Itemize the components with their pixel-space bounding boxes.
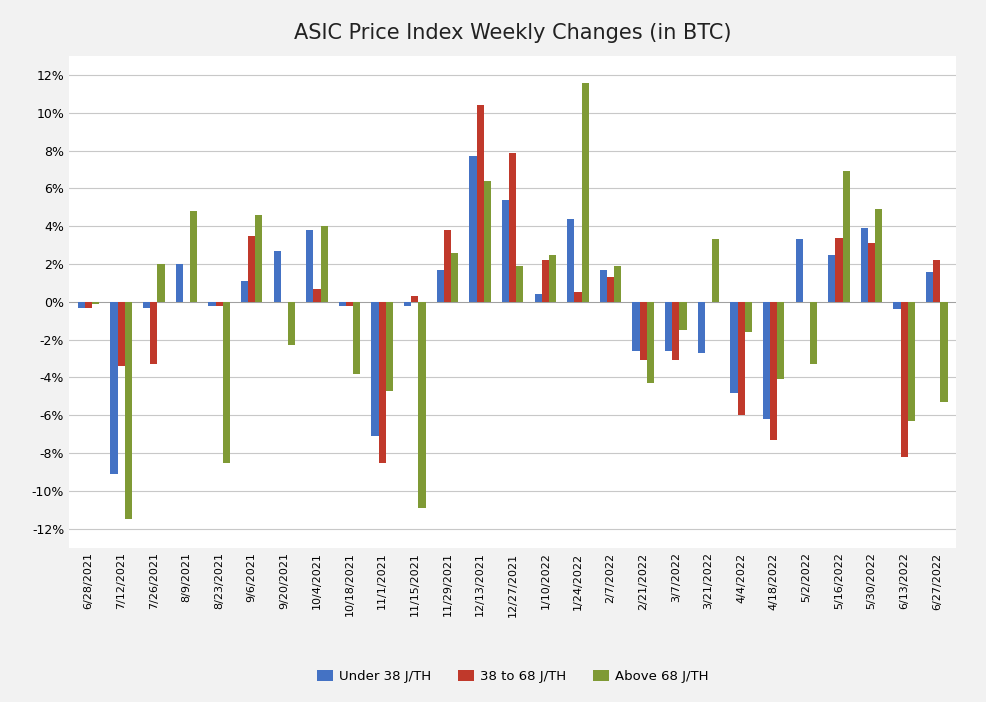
Bar <box>346 302 353 305</box>
Bar <box>379 302 386 463</box>
Bar <box>843 171 850 302</box>
Bar <box>614 266 621 302</box>
Bar <box>763 302 770 419</box>
Bar <box>78 302 85 307</box>
Bar <box>484 181 491 302</box>
Bar <box>900 302 908 457</box>
Legend: Under 38 J/TH, 38 to 68 J/TH, Above 68 J/TH: Under 38 J/TH, 38 to 68 J/TH, Above 68 J… <box>312 665 714 689</box>
Bar <box>567 219 575 302</box>
Bar <box>712 239 719 302</box>
Bar <box>158 264 165 302</box>
Bar <box>444 230 451 302</box>
Bar <box>835 237 843 302</box>
Bar <box>941 302 948 402</box>
Bar <box>738 302 744 416</box>
Bar <box>632 302 640 351</box>
Bar <box>372 302 379 436</box>
Bar <box>110 302 117 474</box>
Bar <box>469 157 476 302</box>
Bar <box>640 302 647 360</box>
Bar <box>288 302 295 345</box>
Bar <box>190 211 197 302</box>
Bar <box>534 294 541 302</box>
Bar <box>549 255 556 302</box>
Bar <box>517 266 524 302</box>
Bar <box>437 270 444 302</box>
Bar <box>861 228 868 302</box>
Bar <box>143 302 150 307</box>
Title: ASIC Price Index Weekly Changes (in BTC): ASIC Price Index Weekly Changes (in BTC) <box>294 23 732 44</box>
Bar <box>216 302 223 305</box>
Bar <box>117 302 125 366</box>
Bar <box>208 302 216 305</box>
Bar <box>150 302 158 364</box>
Bar <box>672 302 679 360</box>
Bar <box>908 302 915 421</box>
Bar <box>241 281 248 302</box>
Bar <box>248 236 255 302</box>
Bar <box>541 260 549 302</box>
Bar <box>828 255 835 302</box>
Bar <box>666 302 672 351</box>
Bar <box>509 152 517 302</box>
Bar <box>307 230 314 302</box>
Bar <box>418 302 426 508</box>
Bar <box>502 200 509 302</box>
Bar <box>926 272 934 302</box>
Bar <box>876 209 882 302</box>
Bar <box>607 277 614 302</box>
Bar <box>85 302 92 307</box>
Bar <box>223 302 230 463</box>
Bar <box>744 302 752 332</box>
Bar <box>125 302 132 519</box>
Bar <box>411 296 418 302</box>
Bar <box>273 251 281 302</box>
Bar <box>451 253 458 302</box>
Bar <box>582 83 589 302</box>
Bar <box>575 293 582 302</box>
Bar <box>353 302 360 373</box>
Bar <box>934 260 941 302</box>
Bar <box>810 302 817 364</box>
Bar <box>868 244 876 302</box>
Bar <box>255 215 262 302</box>
Bar <box>386 302 393 391</box>
Bar <box>731 302 738 392</box>
Bar <box>893 302 900 310</box>
Bar <box>647 302 654 383</box>
Bar <box>339 302 346 305</box>
Bar <box>320 226 327 302</box>
Bar <box>92 302 100 304</box>
Bar <box>404 302 411 305</box>
Bar <box>599 270 607 302</box>
Bar <box>796 239 803 302</box>
Bar <box>176 264 182 302</box>
Bar <box>698 302 705 353</box>
Bar <box>314 289 320 302</box>
Bar <box>476 105 484 302</box>
Bar <box>777 302 785 379</box>
Bar <box>770 302 777 440</box>
Bar <box>679 302 686 330</box>
